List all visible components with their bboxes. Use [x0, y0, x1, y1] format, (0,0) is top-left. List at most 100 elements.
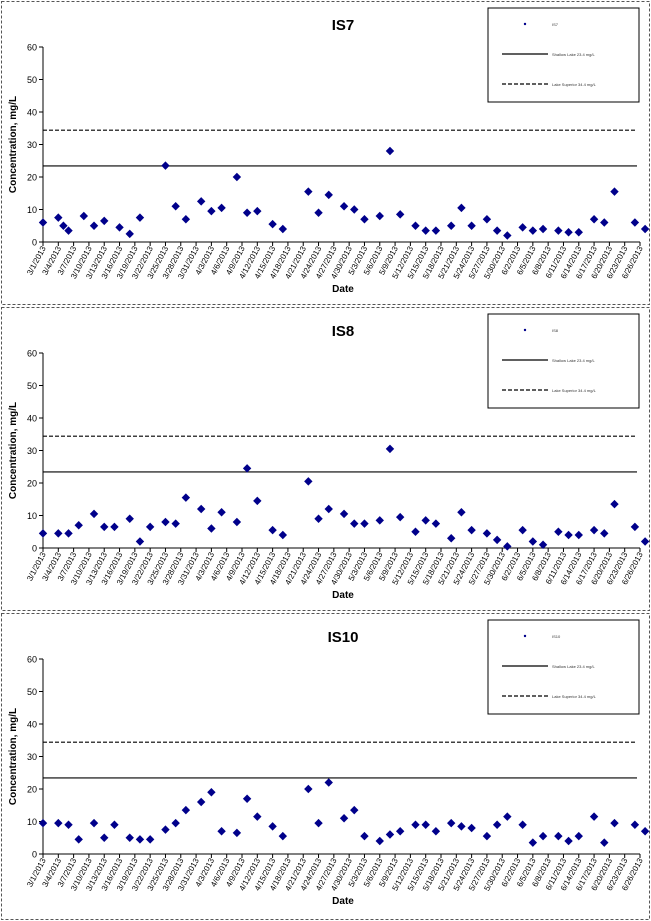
data-point [610, 187, 619, 196]
chart-panel-is7: IS701020304050603/1/20133/4/20133/7/2013… [1, 1, 650, 305]
data-point [145, 835, 155, 844]
data-point [503, 812, 512, 821]
data-point [135, 835, 145, 844]
data-point [385, 444, 395, 454]
legend-marker [523, 328, 527, 332]
legend-label-lake-superior-34-4-mg-l: Lake Superior 34.4 mg/L [552, 82, 597, 87]
data-point [207, 788, 216, 797]
data-point [411, 221, 420, 230]
data-point [640, 224, 650, 234]
data-point [411, 820, 420, 829]
legend-marker [523, 22, 527, 26]
y-tick-label: 0 [32, 850, 37, 860]
data-point [467, 823, 476, 833]
data-point [350, 805, 359, 815]
data-point [467, 221, 476, 230]
data-point [600, 529, 609, 538]
data-point [135, 537, 145, 546]
data-point [268, 822, 277, 831]
data-point [74, 521, 83, 530]
data-point [630, 820, 640, 829]
legend-label-lake-superior-34-4-mg-l: Lake Superior 34.4 mg/L [552, 388, 597, 393]
data-point [503, 542, 512, 551]
data-point [64, 820, 73, 829]
data-point [110, 522, 119, 532]
data-point [431, 827, 441, 836]
data-point [324, 504, 333, 514]
data-point [395, 512, 405, 522]
data-point [268, 525, 277, 535]
data-point [518, 525, 527, 535]
data-point [314, 208, 323, 217]
data-point [447, 221, 456, 230]
y-axis-label: Concentration, mg/L [8, 708, 19, 805]
data-point [554, 226, 563, 235]
data-point [304, 784, 313, 794]
data-point [100, 833, 109, 842]
y-tick-label: 20 [27, 479, 37, 489]
y-tick-label: 0 [32, 238, 37, 248]
data-point [171, 818, 180, 828]
data-point [314, 818, 323, 828]
data-point [64, 226, 73, 235]
data-point [574, 228, 583, 237]
data-point [232, 517, 242, 527]
data-point [89, 221, 99, 230]
data-point [54, 529, 63, 538]
data-point [196, 797, 206, 807]
data-point [503, 231, 512, 240]
data-point [242, 794, 252, 803]
data-point [492, 226, 502, 235]
data-point [161, 517, 170, 527]
data-point [564, 228, 573, 237]
data-point [610, 499, 619, 509]
data-point [589, 215, 599, 224]
chart-panel-is10: IS1001020304050603/1/20133/4/20133/7/201… [1, 613, 650, 920]
x-axis-label: Date [332, 284, 354, 295]
data-point [74, 835, 83, 844]
data-point [38, 218, 48, 227]
data-point [395, 827, 405, 836]
chart-panel-is8: IS801020304050603/1/20133/4/20133/7/2013… [1, 307, 650, 611]
data-point [350, 519, 359, 528]
data-point [161, 825, 170, 834]
data-point [350, 205, 359, 214]
y-tick-label: 30 [27, 446, 37, 456]
data-point [640, 827, 650, 836]
data-point [528, 838, 538, 847]
y-tick-label: 50 [27, 381, 37, 391]
data-point [421, 516, 430, 525]
data-point [242, 464, 252, 473]
data-point [518, 820, 527, 829]
data-point [589, 812, 599, 821]
legend-label-shallow-lake-23-4-mg-l: Shallow Lake 23.4 mg/L [552, 52, 595, 57]
data-point [125, 514, 134, 523]
y-tick-label: 60 [27, 655, 37, 665]
data-point [600, 838, 609, 847]
chart-title: IS8 [332, 323, 355, 340]
data-point [324, 778, 333, 787]
y-tick-label: 40 [27, 108, 37, 118]
data-point [640, 537, 650, 546]
data-point [59, 221, 68, 230]
data-point [447, 818, 456, 828]
y-axis-label: Concentration, mg/L [8, 96, 19, 193]
data-point [324, 190, 333, 200]
data-point [304, 477, 313, 486]
data-point [278, 530, 288, 540]
y-axis-label: Concentration, mg/L [8, 402, 19, 499]
data-point [528, 537, 538, 546]
data-point [554, 831, 563, 841]
data-point [217, 827, 226, 836]
data-point [492, 820, 502, 829]
y-tick-label: 0 [32, 544, 37, 554]
data-point [242, 208, 252, 217]
chart-title: IS10 [328, 629, 359, 646]
y-tick-label: 10 [27, 817, 37, 827]
data-point [385, 830, 395, 839]
data-point [431, 226, 441, 235]
data-point [278, 831, 288, 841]
data-point [360, 831, 369, 841]
legend-label-is10: IS10 [552, 634, 561, 639]
chart-title: IS7 [332, 17, 355, 34]
